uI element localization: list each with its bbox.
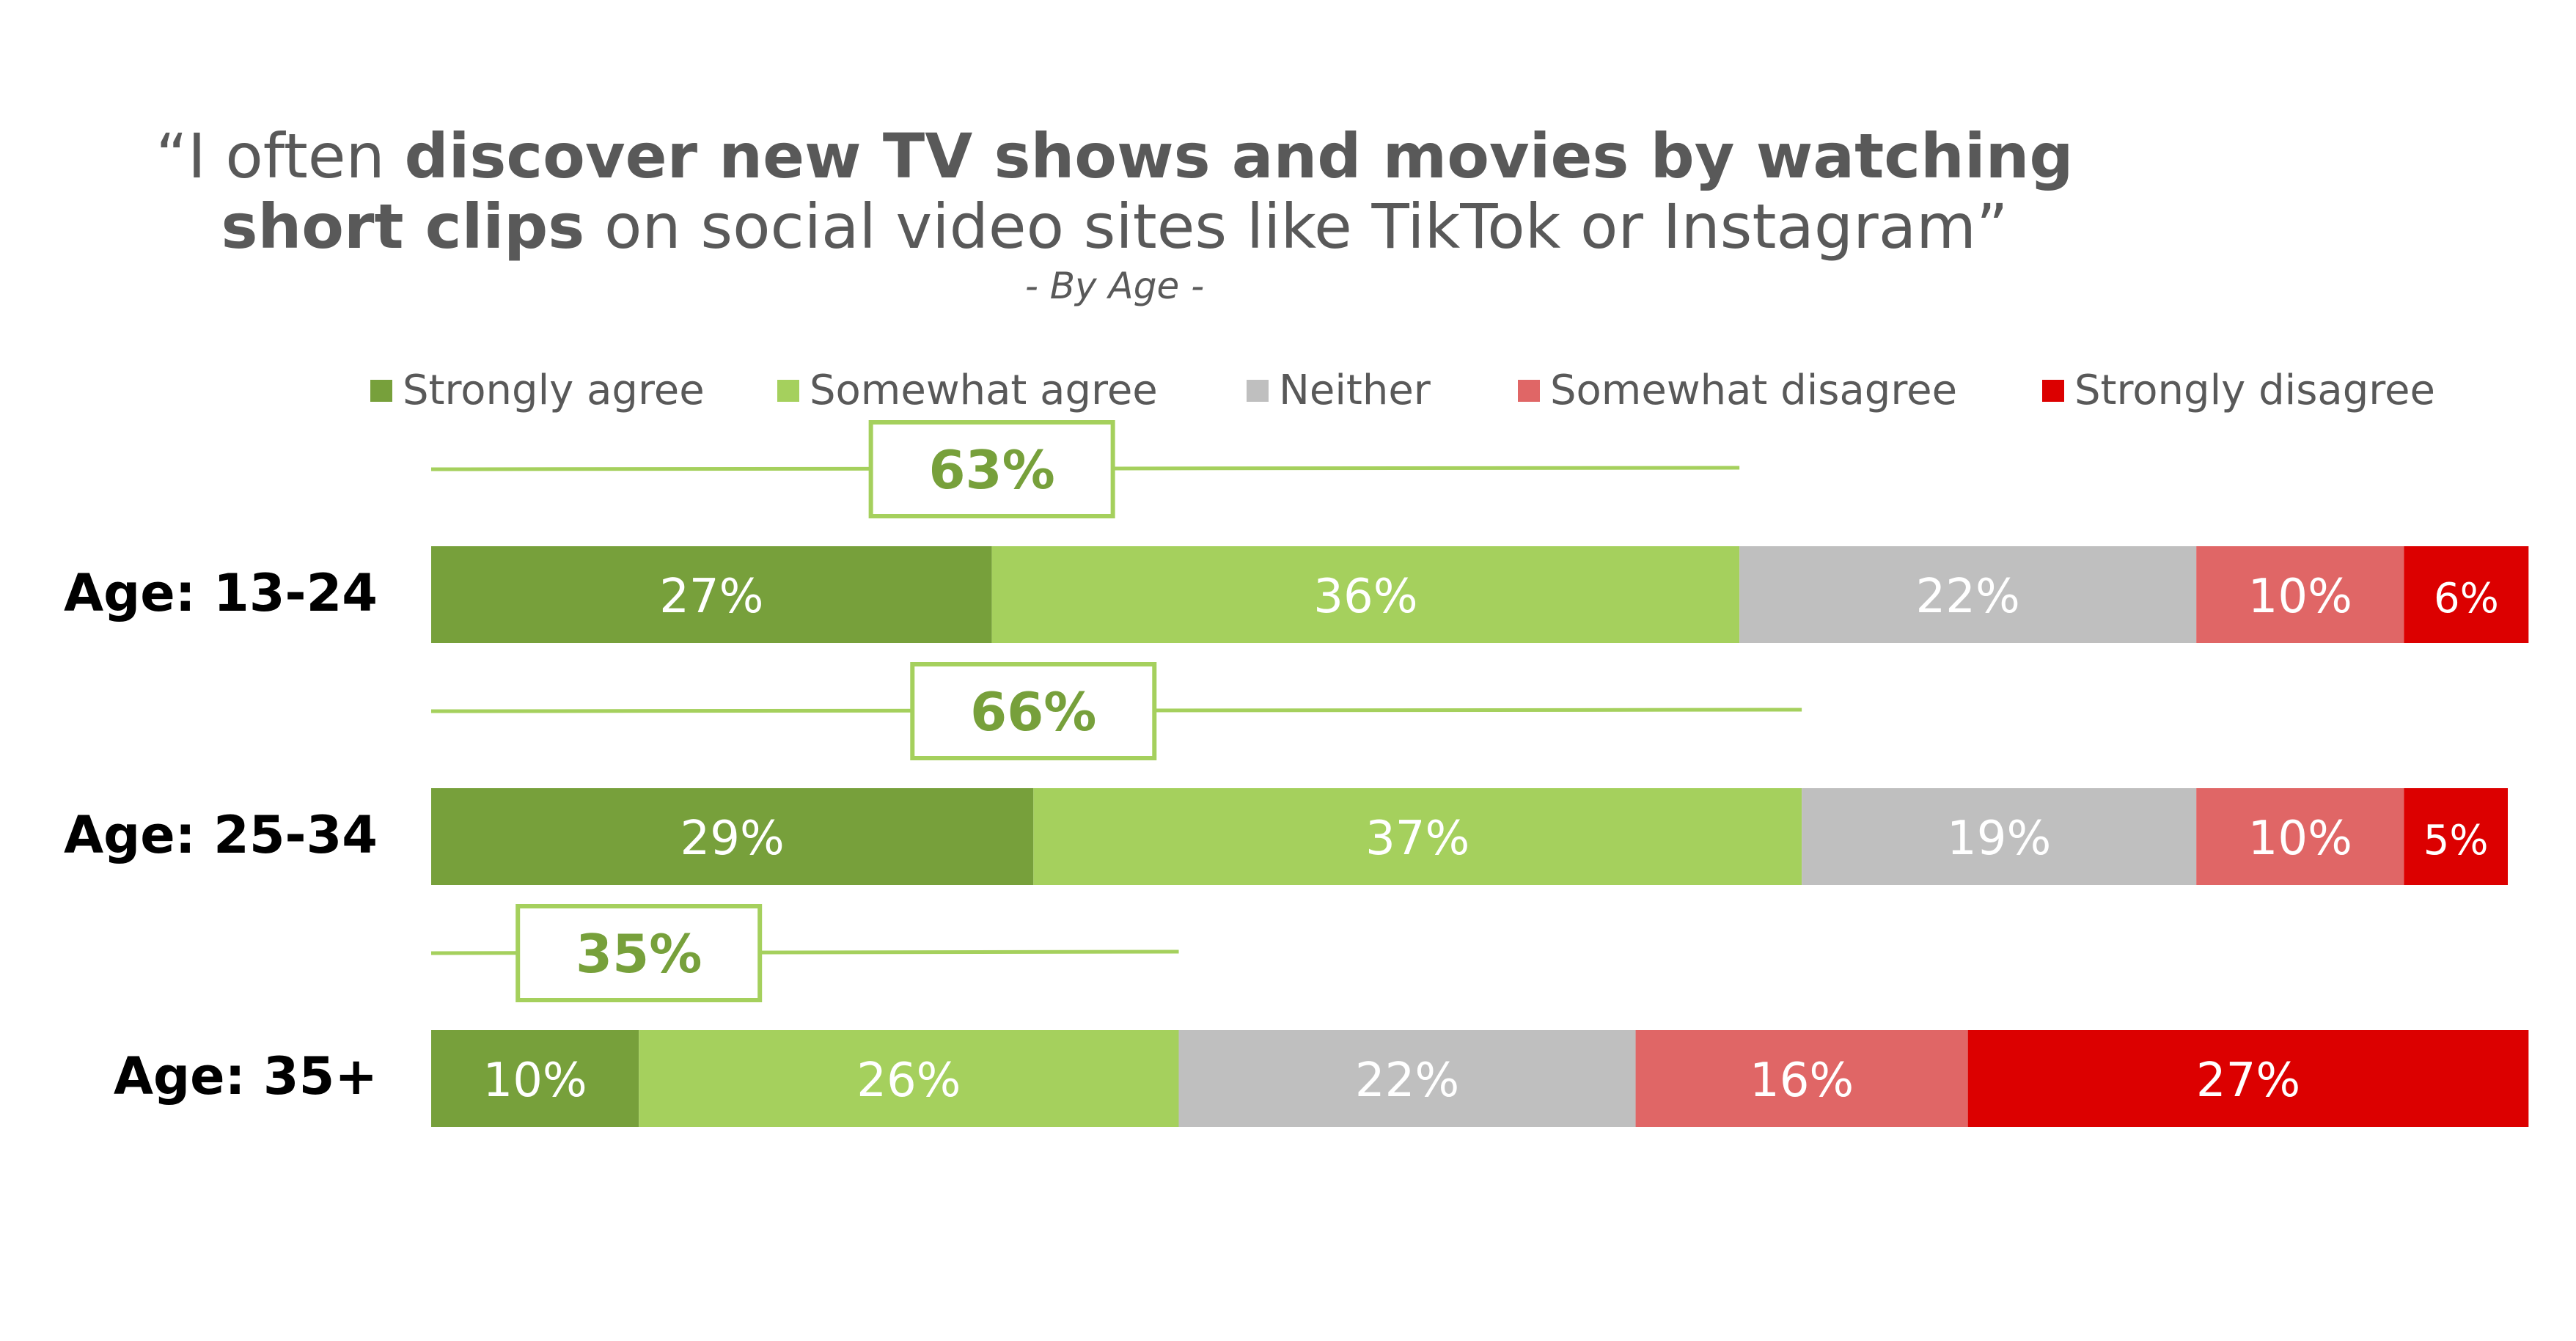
bar-label-strongly-agree-age-35: 10%: [482, 1054, 587, 1108]
bar-label-strongly-agree-age-13-24: 27%: [659, 570, 763, 624]
legend-item-somewhat-agree: Somewhat agree: [777, 367, 1158, 414]
title-line-2-bold: short clips: [221, 191, 585, 262]
agree-total-box-age-35: [515, 904, 763, 1002]
legend-label: Neither: [1279, 367, 1431, 414]
bar-label-strongly-disagree-age-13-24: 6%: [2434, 575, 2499, 622]
bar-somewhat-disagree-age-13-24: [2196, 546, 2404, 643]
bar-neither-age-35: [1178, 1030, 1636, 1127]
chart-subtitle: - By Age -: [1024, 265, 1205, 307]
legend-label: Somewhat disagree: [1550, 367, 1958, 414]
bar-strongly-disagree-age-25-34: [2404, 788, 2508, 885]
title-line-2: short clips on social video sites like T…: [0, 191, 2229, 262]
bar-label-somewhat-disagree-age-25-34: 10%: [2248, 812, 2352, 866]
bar-label-neither-age-13-24: 22%: [1916, 570, 2020, 624]
agree-total-label-age-35: 35%: [576, 923, 702, 985]
bar-label-somewhat-disagree-age-35: 16%: [1750, 1054, 1854, 1108]
title-line-1-plain: “I often: [155, 120, 405, 192]
legend-label: Strongly agree: [403, 367, 705, 414]
legend-item-strongly-agree: Strongly agree: [370, 367, 705, 414]
agree-total-label-age-25-34: 66%: [970, 681, 1096, 743]
legend-swatch: [1247, 379, 1269, 402]
row-label-25-34: Age: 25-34: [64, 805, 378, 865]
bar-label-strongly-disagree-age-25-34: 5%: [2423, 817, 2489, 864]
legend-label: Somewhat agree: [810, 367, 1158, 414]
title-line-1: “I often discover new TV shows and movie…: [0, 121, 2229, 191]
bar-somewhat-agree-age-35: [639, 1030, 1179, 1127]
bar-strongly-agree-age-13-24: [431, 546, 992, 643]
bar-label-somewhat-agree-age-25-34: 37%: [1365, 812, 1469, 866]
agree-total-label-age-13-24: 63%: [928, 439, 1054, 501]
bar-somewhat-agree-age-25-34: [1033, 788, 1802, 885]
chart-title: “I often discover new TV shows and movie…: [0, 121, 2229, 309]
bar-strongly-disagree-age-35: [1967, 1030, 2529, 1127]
legend-item-strongly-disagree: Strongly disagree: [2042, 367, 2435, 414]
legend-swatch: [370, 379, 392, 402]
agree-total-box-age-13-24: [868, 420, 1115, 518]
bar-somewhat-disagree-age-35: [1635, 1030, 1968, 1127]
bar-strongly-agree-age-25-34: [431, 788, 1034, 885]
bar-label-strongly-disagree-age-35: 27%: [2196, 1054, 2300, 1108]
row-label-13-24: Age: 13-24: [64, 563, 378, 623]
legend-swatch: [777, 379, 799, 402]
bar-strongly-disagree-age-13-24: [2404, 546, 2529, 643]
bar-label-somewhat-agree-age-35: 26%: [856, 1054, 961, 1108]
bar-label-neither-age-25-34: 19%: [1947, 812, 2051, 866]
title-line-1-bold: discover new TV shows and movies by watc…: [404, 120, 2074, 192]
bar-neither-age-25-34: [1802, 788, 2197, 885]
legend-swatch: [2042, 379, 2064, 402]
bar-label-neither-age-35: 22%: [1355, 1054, 1459, 1108]
bar-label-strongly-agree-age-25-34: 29%: [680, 812, 785, 866]
row-label-35-plus: Age: 35+: [113, 1046, 378, 1106]
bar-label-somewhat-agree-age-13-24: 36%: [1313, 570, 1417, 624]
legend-label: Strongly disagree: [2074, 367, 2435, 414]
bar-somewhat-agree-age-13-24: [991, 546, 1740, 643]
legend-swatch: [1518, 379, 1540, 402]
legend-item-somewhat-disagree: Somewhat disagree: [1518, 367, 1957, 414]
bar-strongly-agree-age-35: [431, 1030, 639, 1127]
legend-item-neither: Neither: [1247, 367, 1431, 414]
agree-total-box-age-25-34: [910, 662, 1157, 760]
title-line-2-plain: on social video sites like TikTok or Ins…: [584, 191, 2008, 262]
bar-neither-age-13-24: [1739, 546, 2197, 643]
bar-label-somewhat-disagree-age-13-24: 10%: [2248, 570, 2352, 624]
bar-somewhat-disagree-age-25-34: [2196, 788, 2404, 885]
